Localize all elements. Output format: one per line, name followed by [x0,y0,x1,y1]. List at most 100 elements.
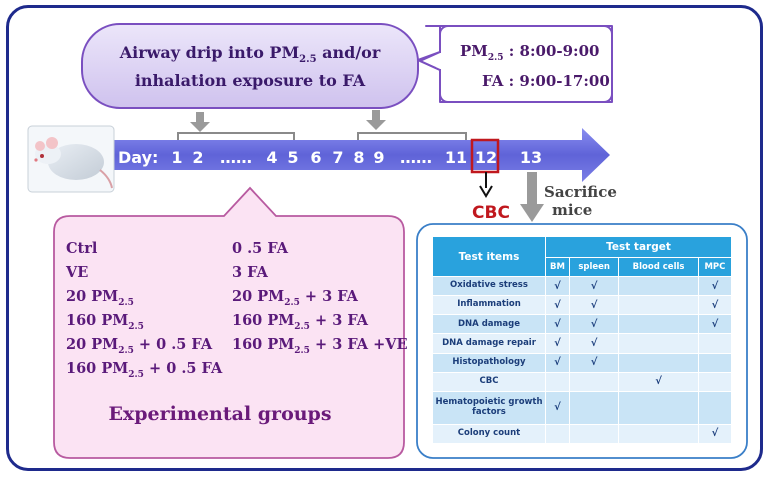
day-tick-10: 11 [445,148,467,167]
check-cell: √ [569,333,620,354]
schedule-pm-label: PM [460,42,488,60]
check-cell [697,371,733,392]
check-cell: √ [544,314,571,335]
left-group-5: 160 PM2.5 + 0 .5 FA [66,360,223,380]
test-item-label: DNA damage repair [432,333,546,354]
target-col-0: BM [544,257,571,277]
check-cell: √ [618,371,699,392]
check-cell: √ [569,295,620,316]
day-tick-7: 8 [353,148,364,167]
sacrifice-line1: Sacrifice [544,183,617,201]
check-cell: √ [697,295,733,316]
check-cell [544,423,571,445]
bubble-line1: Airway drip into PM [119,43,299,62]
check-cell: √ [544,352,571,373]
schedule-pm-sub: 2.5 [488,53,504,63]
check-cell: √ [544,333,571,354]
left-group-0: Ctrl [66,240,98,257]
check-cell: √ [697,314,733,335]
check-cell [697,390,733,425]
test-item-label: CBC [432,371,546,392]
day-tick-0: 1 [171,148,182,167]
check-cell [618,352,699,373]
check-cell: √ [697,423,733,445]
test-item-label: Inflammation [432,295,546,316]
schedule-fa-label: FA [482,72,504,90]
day-tick-5: 6 [310,148,321,167]
target-col-2: Blood cells [618,257,699,277]
day-tick-1: 2 [192,148,203,167]
table-row: Histopathology √ √ [432,352,733,373]
timeline-arrow [108,128,610,182]
day-tick-6: 7 [332,148,343,167]
cbc-label: CBC [472,203,510,223]
left-group-1: VE [65,264,88,281]
groups-title: Experimental groups [108,403,331,425]
svg-text:Airway drip into PM2.5 and/or: Airway drip into PM2.5 and/or [119,43,381,65]
right-group-2: 20 PM2.5 + 3 FA [232,288,359,308]
cbc-day-highlight: CBC [470,138,510,223]
check-cell: √ [544,390,571,425]
check-cell [544,371,571,392]
right-group-4: 160 PM2.5 + 3 FA +VE [232,336,408,356]
day-tick-11: 12 [475,148,497,167]
check-cell: √ [697,275,733,297]
test-item-label: Colony count [432,423,546,445]
experimental-groups-box: Ctrl VE 20 PM2.5 160 PM2.5 20 PM2.5 + 0 .5 F… [53,186,408,459]
left-group-2: 20 PM2.5 [66,288,134,308]
table-row: DNA damage repair √ √ [432,333,733,354]
timeline-days: Day: 1 2…… 4 5 6 7 8 9…… 11 12 13 [118,148,542,167]
svg-text:FA : 9:00-17:00: FA : 9:00-17:00 [482,72,610,90]
target-col-3: MPC [697,257,733,277]
check-cell [697,333,733,354]
mouse-image [27,125,115,193]
left-group-3: 160 PM2.5 [66,312,144,332]
table-row: Colony count √ [432,423,733,445]
table-row: DNA damage √ √ √ [432,314,733,335]
test-items-table: Test items Test target BM spleen Blood cel… [432,236,733,445]
test-item-label: DNA damage [432,314,546,335]
check-cell [569,390,620,425]
right-group-3: 160 PM2.5 + 3 FA [232,312,369,332]
day-tick-12: 13 [520,148,542,167]
target-col-1: spleen [569,257,620,277]
svg-text:PM2.5 : 8:00-9:00: PM2.5 : 8:00-9:00 [460,42,599,63]
check-cell [697,352,733,373]
check-cell: √ [544,295,571,316]
day-tick-3: 4 [266,148,277,167]
check-cell [618,423,699,445]
day-tick-9: …… [400,148,432,167]
sacrifice-line2: mice [552,201,592,219]
check-cell [618,333,699,354]
test-table: Test items Test target BM spleen Blood cel… [432,236,733,445]
bubble-line1-sub: 2.5 [299,54,316,65]
table-row: Oxidative stress √ √ √ [432,275,733,297]
schedule-pm-time: : 8:00-9:00 [504,42,600,60]
check-cell [618,275,699,297]
check-cell: √ [569,352,620,373]
bubble-line2: inhalation exposure to FA [135,71,366,90]
exposure-brackets [177,132,467,145]
col-test-target: Test target [545,236,732,258]
test-item-label: Oxidative stress [432,275,546,297]
right-group-0: 0 .5 FA [232,240,289,257]
schedule-fa-time: : 9:00-17:00 [503,72,609,90]
day-tick-4: 5 [287,148,298,167]
check-cell [618,314,699,335]
check-cell [569,423,620,445]
right-group-1: 3 FA [232,264,269,281]
test-item-label: Hematopoietic growth factors [432,390,546,425]
exposure-arrows [190,110,386,132]
table-row: CBC √ [432,371,733,392]
sacrifice-marker: Sacrifice mice [520,172,617,222]
table-row: Hematopoietic growth factors √ [432,390,733,425]
check-cell [618,295,699,316]
table-row: Inflammation √ √ √ [432,295,733,316]
day-tick-8: 9 [373,148,384,167]
day-tick-2: …… [220,148,252,167]
bubble-line1-tail: and/or [317,43,381,62]
day-label: Day: [118,148,158,167]
check-cell: √ [569,314,620,335]
diagram-frame [6,5,763,471]
test-item-label: Histopathology [432,352,546,373]
